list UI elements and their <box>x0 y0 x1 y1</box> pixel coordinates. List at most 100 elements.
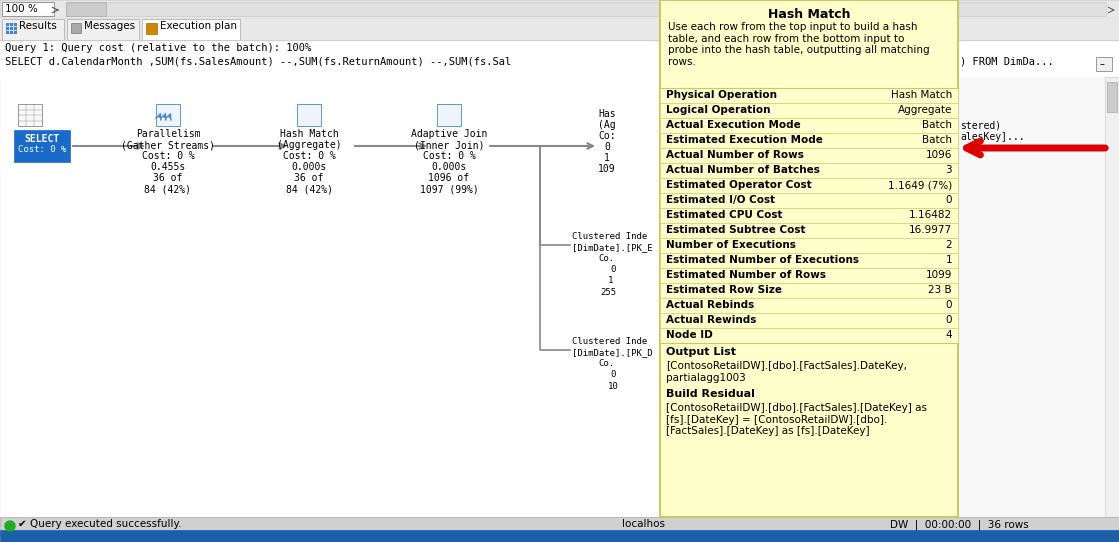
Text: [ContosoRetailDW].[dbo].[FactSales].DateKey,
partialagg1003: [ContosoRetailDW].[dbo].[FactSales].Date… <box>666 361 908 383</box>
Bar <box>660 298 958 313</box>
Bar <box>297 104 321 126</box>
Text: Aggregate: Aggregate <box>897 105 952 115</box>
Text: SELECT: SELECT <box>25 134 59 144</box>
Text: Results: Results <box>19 21 57 31</box>
Bar <box>1107 82 1117 112</box>
Text: 4: 4 <box>946 330 952 340</box>
Bar <box>66 2 106 16</box>
Text: SELECT d.CalendarMonth ,SUM(fs.SalesAmount) --,SUM(fs.ReturnAmount) --,SUM(fs.Sa: SELECT d.CalendarMonth ,SUM(fs.SalesAmou… <box>4 56 511 66</box>
Bar <box>156 104 180 126</box>
Text: 255: 255 <box>600 288 617 297</box>
Text: Build Residual: Build Residual <box>666 389 755 399</box>
Text: Actual Rebinds: Actual Rebinds <box>666 300 754 310</box>
Bar <box>438 104 461 126</box>
Text: (Ag: (Ag <box>598 120 615 130</box>
Text: localhos: localhos <box>622 519 665 529</box>
Bar <box>660 283 958 298</box>
Text: 100 %: 100 % <box>4 4 38 14</box>
Text: 0.000s: 0.000s <box>432 162 467 172</box>
Text: 1096: 1096 <box>925 150 952 160</box>
Text: Use each row from the top input to build a hash
table, and each row from the bot: Use each row from the top input to build… <box>668 22 930 67</box>
Text: Physical Operation: Physical Operation <box>666 90 777 100</box>
Bar <box>15 130 70 162</box>
Text: ) FROM DimDa...: ) FROM DimDa... <box>960 56 1054 66</box>
Text: 1.16482: 1.16482 <box>909 210 952 220</box>
Text: Actual Number of Rows: Actual Number of Rows <box>666 150 803 160</box>
Text: 1: 1 <box>608 276 613 285</box>
Bar <box>0 0 1119 18</box>
Text: 1096 of: 1096 of <box>429 173 470 183</box>
Bar <box>0 77 660 517</box>
Text: 0: 0 <box>610 265 615 274</box>
Text: Cost: 0 %: Cost: 0 % <box>18 145 66 154</box>
Text: Number of Executions: Number of Executions <box>666 240 796 250</box>
Bar <box>660 88 958 103</box>
Text: 23 B: 23 B <box>929 285 952 295</box>
Text: Co.: Co. <box>598 359 614 368</box>
Bar <box>66 2 1106 16</box>
Text: Estimated I/O Cost: Estimated I/O Cost <box>666 195 775 205</box>
Bar <box>660 0 958 517</box>
Text: 0.455s: 0.455s <box>150 162 186 172</box>
Bar <box>660 178 958 193</box>
Text: Query 1: Query cost (relative to the batch): 100%: Query 1: Query cost (relative to the bat… <box>4 43 311 53</box>
Text: (Aggregate): (Aggregate) <box>276 140 341 150</box>
Text: 0: 0 <box>604 142 610 152</box>
Bar <box>660 268 958 283</box>
Text: Estimated Row Size: Estimated Row Size <box>666 285 782 295</box>
Bar <box>660 223 958 238</box>
Bar <box>0 517 1119 535</box>
Text: 0: 0 <box>946 315 952 325</box>
Text: alesKey]...: alesKey]... <box>960 132 1025 142</box>
Text: (Gather Streams): (Gather Streams) <box>121 140 215 150</box>
Text: Co:: Co: <box>598 131 615 141</box>
Bar <box>660 103 958 118</box>
Text: Estimated Number of Executions: Estimated Number of Executions <box>666 255 859 265</box>
Text: 84 (42%): 84 (42%) <box>144 184 191 194</box>
Bar <box>145 23 157 34</box>
Text: 1: 1 <box>604 153 610 163</box>
Bar <box>18 104 43 126</box>
Text: Actual Execution Mode: Actual Execution Mode <box>666 120 801 130</box>
Bar <box>1104 77 1119 517</box>
Text: Co.: Co. <box>598 254 614 263</box>
Bar <box>70 23 81 33</box>
Circle shape <box>4 521 15 531</box>
Text: stered): stered) <box>960 120 1002 130</box>
Text: Adaptive Join: Adaptive Join <box>411 129 487 139</box>
Text: Batch: Batch <box>922 135 952 145</box>
Bar <box>0 18 1119 40</box>
Bar <box>2 19 64 40</box>
Text: Hash Match: Hash Match <box>280 129 338 139</box>
Bar <box>2 2 54 16</box>
Text: Has: Has <box>598 109 615 119</box>
Text: 0: 0 <box>946 195 952 205</box>
Text: Clustered Inde: Clustered Inde <box>572 337 647 346</box>
Text: 1: 1 <box>946 255 952 265</box>
Text: Parallelism: Parallelism <box>135 129 200 139</box>
Bar <box>660 253 958 268</box>
Text: (Inner Join): (Inner Join) <box>414 140 485 150</box>
Bar <box>660 193 958 208</box>
Text: Actual Number of Batches: Actual Number of Batches <box>666 165 820 175</box>
Text: 0: 0 <box>610 370 615 379</box>
Text: [DimDate].[PK_E: [DimDate].[PK_E <box>572 243 652 252</box>
Text: Cost: 0 %: Cost: 0 % <box>142 151 195 161</box>
Text: Estimated Execution Mode: Estimated Execution Mode <box>666 135 822 145</box>
Bar <box>956 77 1119 517</box>
Bar <box>660 163 958 178</box>
Text: 10: 10 <box>608 382 619 391</box>
Text: Logical Operation: Logical Operation <box>666 105 771 115</box>
Bar <box>0 40 1119 41</box>
Bar <box>142 19 239 40</box>
Bar <box>660 313 958 328</box>
Text: Estimated Number of Rows: Estimated Number of Rows <box>666 270 826 280</box>
Text: Node ID: Node ID <box>666 330 713 340</box>
Text: ✔ Query executed successfully.: ✔ Query executed successfully. <box>18 519 181 529</box>
Text: 1099: 1099 <box>925 270 952 280</box>
Text: Actual Rewinds: Actual Rewinds <box>666 315 756 325</box>
Text: Hash Match: Hash Match <box>768 8 850 21</box>
Bar <box>660 208 958 223</box>
Bar <box>67 19 139 40</box>
Text: –: – <box>1100 59 1104 69</box>
